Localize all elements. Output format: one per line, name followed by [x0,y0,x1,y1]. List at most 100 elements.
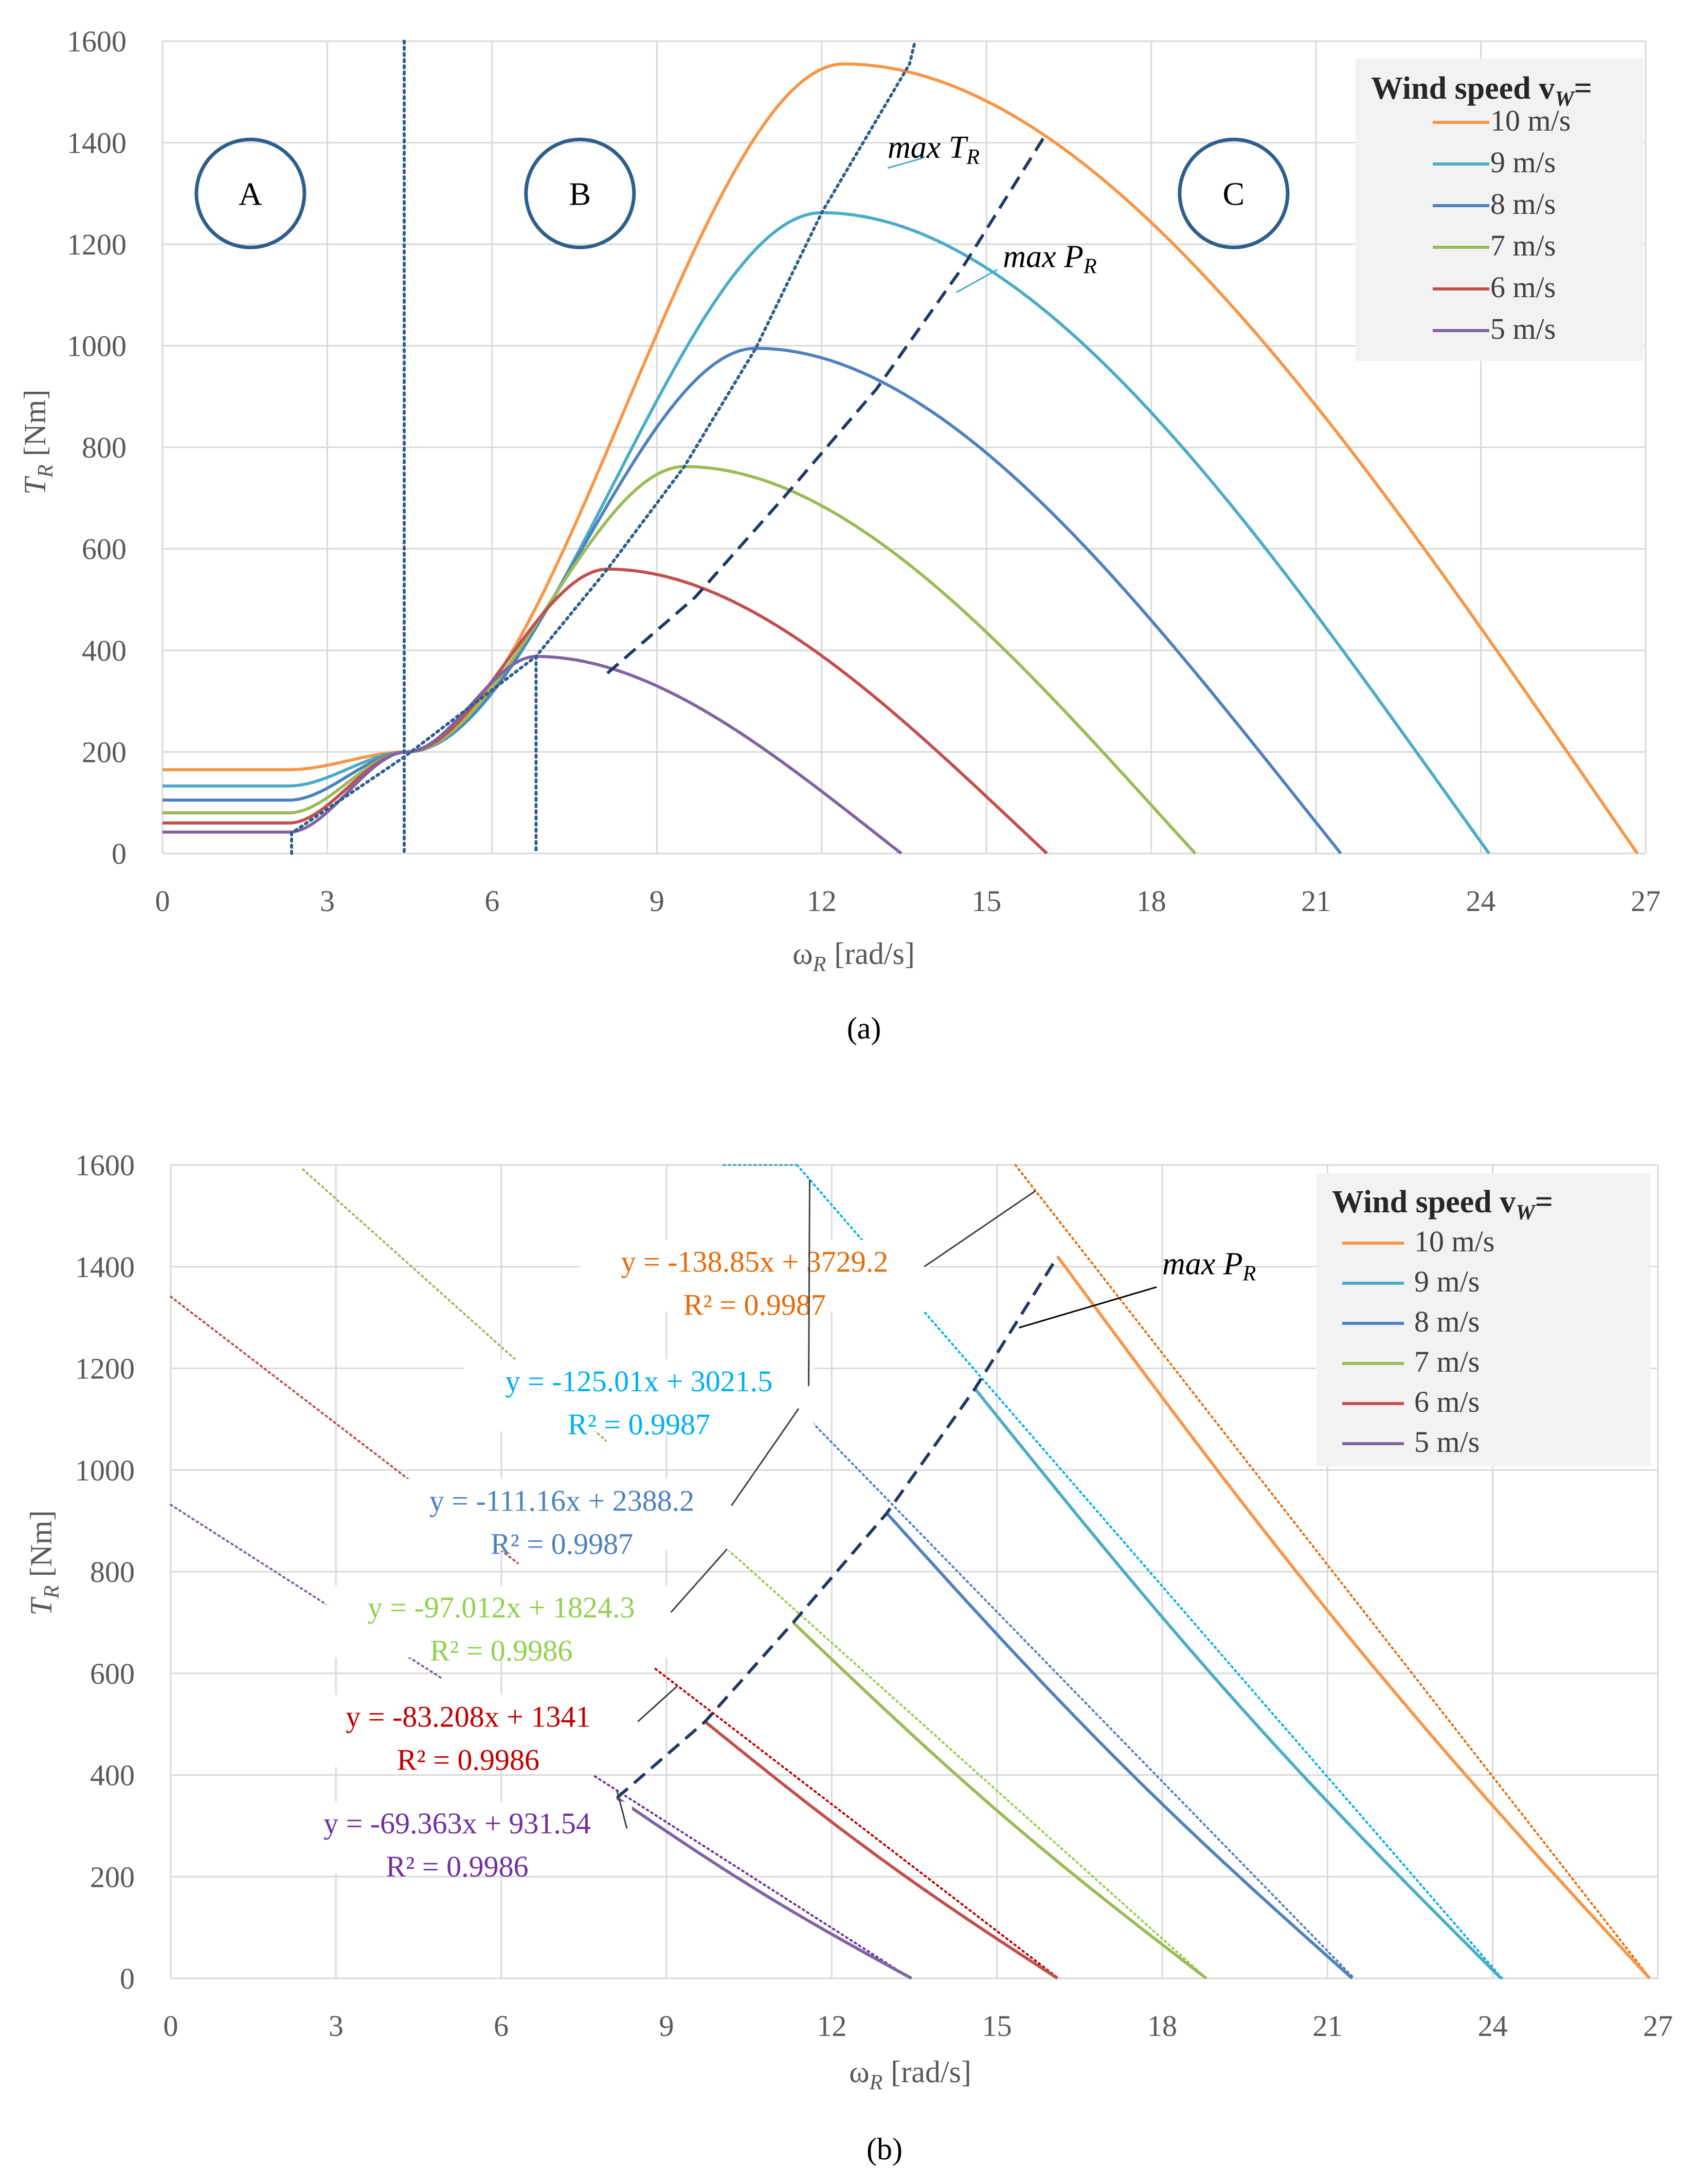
x-tick-label: 15 [971,884,1001,918]
zone-circle [524,137,636,249]
y-tick-label: 0 [112,837,127,870]
annotation-text: max P [1162,1247,1243,1282]
trendline-equation: y = -125.01x + 3021.5 [506,1364,773,1398]
x-tick-label: 21 [1312,2009,1342,2043]
trendline-7ms [704,1528,1208,1979]
series-line-10ms [1056,1255,1651,1980]
panel-a-aux-curves [290,40,1049,855]
legend-item-label: 10 m/s [1414,1225,1494,1258]
trendline-r-squared: R² = 0.9987 [491,1527,633,1560]
equation-leader [807,1179,810,1387]
legend-item-label: 5 m/s [1490,312,1556,345]
x-tick-label: 3 [320,884,335,918]
legend-box [1317,1173,1651,1466]
panel-b-caption: (b) [867,2132,903,2166]
series-line-7ms [792,1621,1207,1980]
equation-leader [637,1685,678,1722]
panel-b-annotations: max PR [1019,1247,1256,1328]
annotation-label: max PR [1162,1247,1256,1286]
x-tick-label: 0 [164,2009,178,2043]
y-tick-label: 1600 [67,25,127,58]
legend-title: Wind speed vW= [1371,71,1592,111]
legend-title-suffix: = [1574,71,1592,106]
y-tick-label: 200 [82,736,127,769]
panel-b-series [616,1255,1651,1980]
trendline-equation: y = -83.208x + 1341 [346,1700,590,1734]
trendline-equation: y = -97.012x + 1824.3 [368,1591,635,1624]
x-tick-label: 27 [1631,884,1661,918]
y-tick-label: 1200 [75,1352,135,1386]
equation-leader [616,1790,628,1829]
trendline-10ms [1014,1164,1651,1979]
x-tick-label: 6 [494,2009,509,2043]
trendline-equation: y = -111.16x + 2388.2 [429,1484,694,1517]
legend-item-label: 7 m/s [1414,1345,1480,1378]
legend-title-text: Wind speed v [1332,1185,1516,1220]
panel-a-legend: Wind speed vW=10 m/s 9 m/s 8 m/s 7 m/s 6 m/s… [1356,59,1644,361]
annotation-leader [1019,1286,1157,1328]
x-tick-label: 15 [982,2009,1012,2043]
annotation-text: max P [1003,239,1084,274]
annotation-subscript: R [1083,254,1097,278]
panel-b-legend: Wind speed vW=10 m/s9 m/s8 m/s7 m/s6 m/s… [1317,1173,1651,1466]
panel-b-chart: 0 3 6 9 12 15 18 21 24 27 0 200 400 600 800 1000 1200 140… [24,1149,1673,2166]
x-tick-label: 12 [807,884,837,918]
legend-item-label: 6 m/s [1414,1385,1480,1418]
equation-label-bg [387,1479,737,1551]
legend-item-label: 9 m/s [1490,145,1556,179]
series-line-9ms [973,1388,1502,1980]
legend-title-text: Wind speed v [1371,71,1555,106]
legend-title-subscript: W [1555,87,1575,111]
trendline-r-squared: R² = 0.9987 [683,1288,826,1322]
y-tick-label: 400 [90,1759,135,1792]
trendline-r-squared: R² = 0.9986 [397,1743,539,1777]
annotation-subscript: R [1242,1262,1256,1286]
y-tick-label: 1000 [67,330,127,363]
panel-a-x-axis-label: ωR [rad/s] [792,937,915,976]
y-tick-label: 400 [82,634,127,667]
panel-a-ticks: 0 3 6 9 12 15 18 21 24 27 0 200 400 600 800 1000 1200 140… [67,25,1661,918]
max-power-curve [606,132,1049,675]
x-tick-label: 24 [1478,2009,1508,2043]
x-tick-label: 27 [1643,2009,1673,2043]
x-tick-label: 18 [1147,2009,1177,2043]
x-tick-label: 6 [484,884,499,918]
max-torque-curve [290,40,917,855]
zone-circle [194,137,306,249]
annotation-label: max PR [1003,239,1096,278]
legend-item-label: 5 m/s [1414,1425,1480,1459]
equation-label-bg [326,1585,676,1658]
trendline-6ms [654,1668,1060,1979]
legend-item-label: 8 m/s [1490,187,1556,221]
legend-item-label: 6 m/s [1490,270,1556,304]
legend-title: Wind speed vW= [1332,1185,1553,1225]
legend-title-suffix: = [1535,1185,1553,1220]
panel-a-series [163,62,1639,855]
legend-item-label: 9 m/s [1414,1265,1480,1298]
x-tick-label: 18 [1137,884,1166,918]
equation-leader [924,1190,1036,1267]
max-power-curve [616,1255,1059,1799]
series-line-6ms [704,1720,1059,1980]
legend-item-label: 10 m/s [1490,104,1571,137]
panel-b-ticks: 0 3 6 9 12 15 18 21 24 27 0 200 400 600 800 1000 1200 140… [75,1149,1673,2043]
equation-leader [670,1549,728,1613]
trendline-equation: y = -138.85x + 3729.2 [621,1245,889,1279]
legend-title-subscript: W [1516,1201,1536,1225]
zone-circle [1178,137,1290,249]
y-tick-label: 1600 [75,1149,135,1182]
zone-label: B [569,175,591,212]
legend-box [1356,59,1644,361]
panel-a-zone-labels: A B C [194,137,1290,249]
trendline-equation: y = -69.363x + 931.54 [323,1807,591,1840]
annotation-subscript: R [966,145,980,169]
equation-leader [731,1408,800,1506]
equation-label-bg [282,1801,632,1874]
series-line-5ms [163,654,903,855]
y-tick-label: 800 [90,1555,135,1589]
equation-label-bg [293,1695,643,1767]
series-line-8ms [163,347,1342,854]
y-tick-label: 1400 [75,1250,135,1284]
